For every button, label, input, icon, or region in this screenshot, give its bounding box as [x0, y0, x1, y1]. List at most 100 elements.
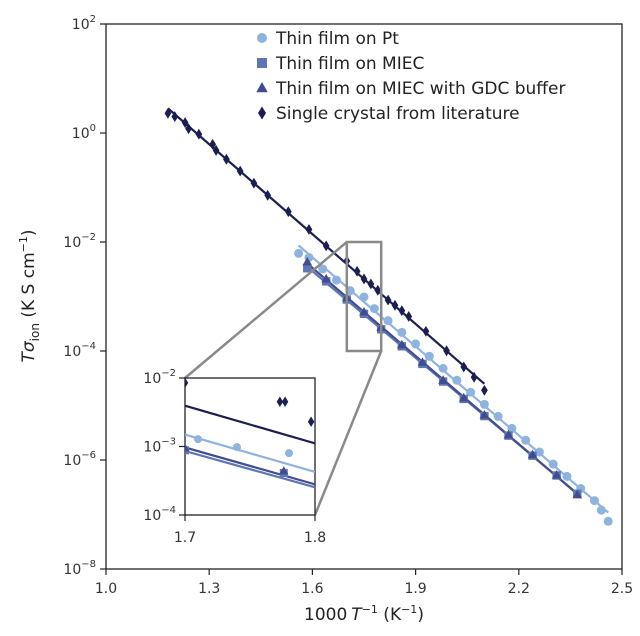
zoom-connector	[184, 241, 348, 379]
inset-y-tick-label: 10−2	[143, 368, 176, 387]
inset-plot: 1.7 1.8 10−2 10−3 10−4	[143, 368, 326, 546]
inset-data-point-series-0	[285, 449, 293, 458]
legend: Thin film on Pt Thin film on MIEC Thin fil…	[256, 29, 565, 124]
data-point-series-2	[551, 469, 562, 479]
x-tick-label: 1.3	[198, 581, 220, 597]
inset-y-tick-label: 10−3	[143, 437, 176, 456]
inset-y-tick-label: 10−4	[143, 505, 176, 524]
data-point-series-0	[589, 496, 599, 506]
data-point-series-0	[369, 304, 379, 314]
data-point-series-3	[185, 123, 192, 135]
y-tick-label: 10−4	[63, 341, 96, 360]
data-point-series-0	[534, 447, 544, 457]
data-point-series-0	[562, 471, 572, 481]
data-point-series-3	[264, 189, 272, 201]
data-point-series-1	[303, 264, 312, 273]
inset-data-point-series-3	[276, 396, 284, 407]
data-point-series-2	[417, 357, 428, 366]
data-point-series-0	[603, 516, 613, 526]
data-point-series-3	[305, 223, 313, 235]
inset-fit-line-series-2	[185, 446, 315, 486]
data-point-series-3	[367, 278, 375, 290]
data-point-series-3	[460, 361, 468, 373]
data-point-series-2	[397, 339, 407, 349]
main-axes-ticks: 1.0 1.3 1.6 1.9 2.2 2.5 102 100 10−2 10−4 10−6 10−8	[63, 14, 633, 597]
x-tick-label: 1.9	[404, 581, 426, 597]
data-point-series-3	[236, 165, 244, 177]
y-axis-label: Tσion (K S cm−1)	[17, 229, 42, 362]
data-point-series-0	[507, 423, 517, 433]
data-point-series-0	[331, 275, 341, 285]
x-tick-label: 1.6	[301, 581, 323, 597]
x-axis-label: 1000 T−1 (K−1)	[304, 603, 424, 625]
data-point-series-2	[458, 392, 469, 402]
data-point-series-3	[212, 144, 220, 156]
inset-data-point-series-3	[185, 378, 189, 389]
inset-frame	[184, 377, 316, 516]
legend-marker-series-1	[257, 58, 267, 68]
legend-label-series-0: Thin film on Pt	[275, 29, 399, 49]
data-point-series-2	[572, 489, 583, 499]
legend-label-series-2: Thin film on MIEC with GDC buffer	[275, 79, 565, 99]
legend-label-series-1: Thin film on MIEC	[275, 54, 424, 74]
data-point-series-2	[503, 429, 514, 439]
x-tick-label: 2.5	[611, 581, 633, 597]
legend-marker-series-3	[258, 106, 266, 120]
data-point-series-0	[397, 327, 407, 337]
data-point-series-3	[422, 325, 430, 337]
data-point-series-0	[411, 339, 421, 349]
data-point-series-3	[284, 206, 292, 218]
data-point-series-3	[164, 107, 172, 119]
inset-x-tick-label: 1.7	[174, 530, 196, 546]
data-point-series-3	[398, 305, 406, 317]
y-tick-label: 10−2	[63, 232, 96, 251]
inset-fit-line-series-3	[185, 404, 315, 445]
zoom-box	[345, 240, 383, 353]
data-point-series-3	[353, 265, 361, 277]
data-point-series-2	[479, 409, 490, 419]
data-point-series-0	[521, 435, 531, 445]
data-point-series-3	[374, 284, 382, 296]
data-point-series-3	[195, 128, 203, 140]
data-point-series-0	[466, 387, 476, 397]
data-point-series-3	[250, 177, 258, 189]
x-tick-label: 1.0	[95, 581, 117, 597]
legend-marker-series-0	[257, 33, 267, 43]
data-point-series-3	[481, 384, 488, 396]
inset-x-tick-label: 1.8	[304, 530, 326, 546]
data-point-series-3	[171, 111, 179, 123]
data-point-series-0	[493, 411, 503, 421]
data-markers	[164, 107, 613, 526]
data-point-series-2	[527, 449, 538, 459]
data-point-series-3	[360, 273, 368, 285]
data-point-series-2	[302, 256, 313, 266]
data-point-series-3	[322, 240, 330, 252]
data-point-series-0	[438, 363, 448, 373]
data-point-series-0	[424, 351, 434, 361]
data-point-series-0	[294, 248, 304, 258]
y-tick-label: 100	[72, 123, 96, 142]
inset-data-point-series-3	[281, 396, 289, 407]
inset-fit-line-series-0	[185, 433, 315, 473]
data-point-series-0	[359, 292, 369, 302]
inset-data-point-series-0	[233, 443, 241, 452]
data-point-series-3	[223, 153, 230, 165]
zoom-indicator	[184, 240, 383, 516]
data-point-series-0	[318, 264, 328, 274]
data-point-series-3	[405, 311, 413, 322]
data-point-series-2	[438, 375, 448, 384]
data-point-series-0	[548, 459, 558, 469]
data-point-series-0	[452, 375, 462, 385]
data-point-series-3	[384, 294, 392, 306]
plot-frame	[105, 23, 623, 570]
y-tick-label: 102	[72, 14, 96, 33]
inset-data-point-series-2	[185, 443, 190, 452]
data-point-series-3	[443, 345, 450, 357]
inset-data-point-series-0	[194, 435, 202, 444]
data-point-series-3	[209, 138, 216, 150]
data-point-series-3	[181, 117, 189, 129]
legend-label-series-3: Single crystal from literature	[276, 104, 520, 124]
inset-data-point-series-2	[279, 466, 289, 475]
data-point-series-2	[321, 273, 331, 283]
